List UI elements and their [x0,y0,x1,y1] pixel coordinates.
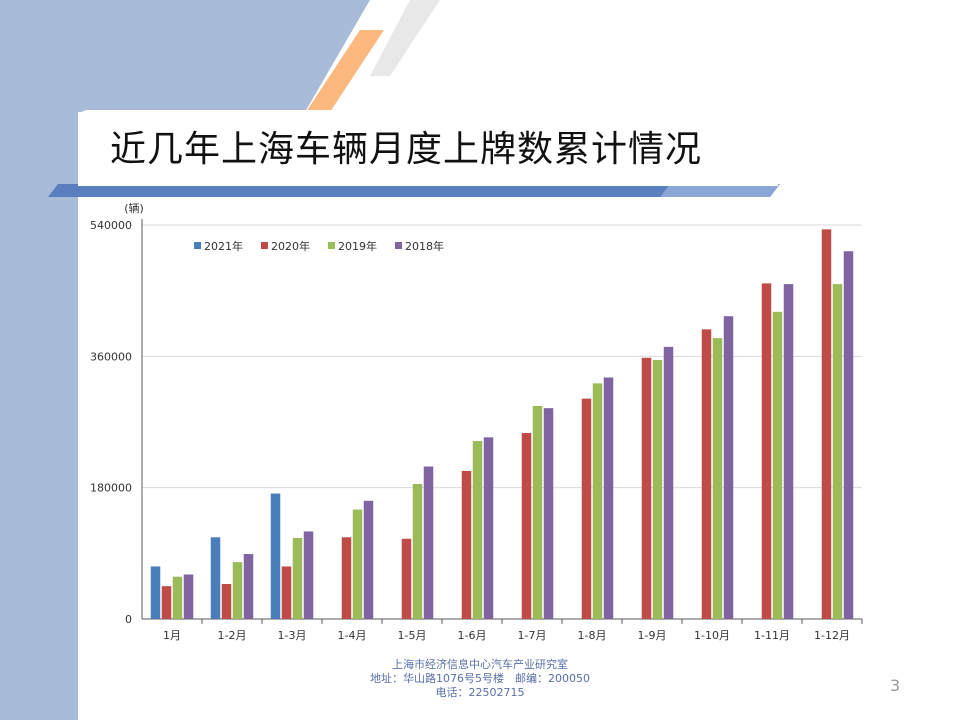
legend-label: 2018年 [405,239,444,253]
bar-chart: 0 180000 360000 540000 (辆) 1月 1-2月 1-3月 1-4月 1-5月… [90,201,863,642]
x-tick-label: 1-12月 [814,629,850,642]
bar [401,538,412,619]
bar [592,383,603,619]
bar [821,229,832,619]
bar [663,346,674,619]
bar [712,338,723,619]
bar [483,437,494,619]
x-tick-label: 1-10月 [694,629,730,642]
legend-swatch [261,242,268,249]
page-number: 3 [890,676,901,695]
x-tick-label: 1-2月 [218,629,247,642]
bar [270,493,281,619]
bar [161,586,172,619]
bar [412,484,423,619]
legend-label: 2019年 [338,239,377,253]
y-tick-label: 540000 [90,219,132,232]
bar [341,537,352,619]
gray-stripe [370,0,440,76]
bar [150,566,161,619]
x-tick-label: 1月 [163,629,181,642]
bar [641,357,652,619]
bar [652,359,663,619]
title-underline-light [660,184,780,197]
x-tick-label: 1-6月 [458,629,487,642]
bar [210,537,221,619]
bar [723,316,734,619]
orange-stripe [306,30,384,112]
footer-line-1: 上海市经济信息中心汽车产业研究室 [392,658,568,671]
bar [701,329,712,619]
bar [761,283,772,619]
bar [772,311,783,619]
legend-swatch [194,242,201,249]
bar [281,566,292,619]
bar [543,408,554,619]
legend-label: 2020年 [271,239,310,253]
footer-line-3: 电话：22502715 [435,686,525,699]
bar [521,432,532,619]
bar [832,284,843,619]
bar [172,576,183,619]
slide-title: 近几年上海车辆月度上牌数累计情况 [110,129,703,170]
bar [352,509,363,619]
y-tick-label: 360000 [90,350,132,363]
bar [243,554,254,619]
bar [581,398,592,619]
legend-swatch [395,242,402,249]
x-tick-label: 1-9月 [638,629,667,642]
bar [183,574,194,619]
footer-line-2: 地址：华山路1076号5号楼 邮编：200050 [370,672,590,685]
title-panel [78,110,778,186]
y-unit-label: (辆) [124,201,144,215]
x-tick-label: 1-5月 [398,629,427,642]
legend-label: 2021年 [204,239,243,253]
bar [472,440,483,619]
footer: 上海市经济信息中心汽车产业研究室 地址：华山路1076号5号楼 邮编：20005… [360,658,600,700]
bar [532,405,543,619]
bar [292,538,303,619]
bar [303,531,314,619]
bar [221,583,232,619]
bar [423,466,434,619]
x-tick-label: 1-11月 [754,629,790,642]
y-tick-label: 0 [125,613,132,626]
x-tick-label: 1-4月 [338,629,367,642]
title-underline-bar [48,184,780,197]
bar [603,377,614,619]
x-tick-label: 1-3月 [278,629,307,642]
legend-swatch [328,242,335,249]
left-band [0,0,78,720]
x-tick-label: 1-8月 [578,629,607,642]
y-tick-label: 180000 [90,482,132,495]
bar [232,562,243,619]
top-left-panel [0,0,370,112]
x-tick-label: 1-7月 [518,629,547,642]
bar [363,500,374,619]
bar [461,470,472,619]
bar [843,251,854,619]
bar [783,284,794,619]
